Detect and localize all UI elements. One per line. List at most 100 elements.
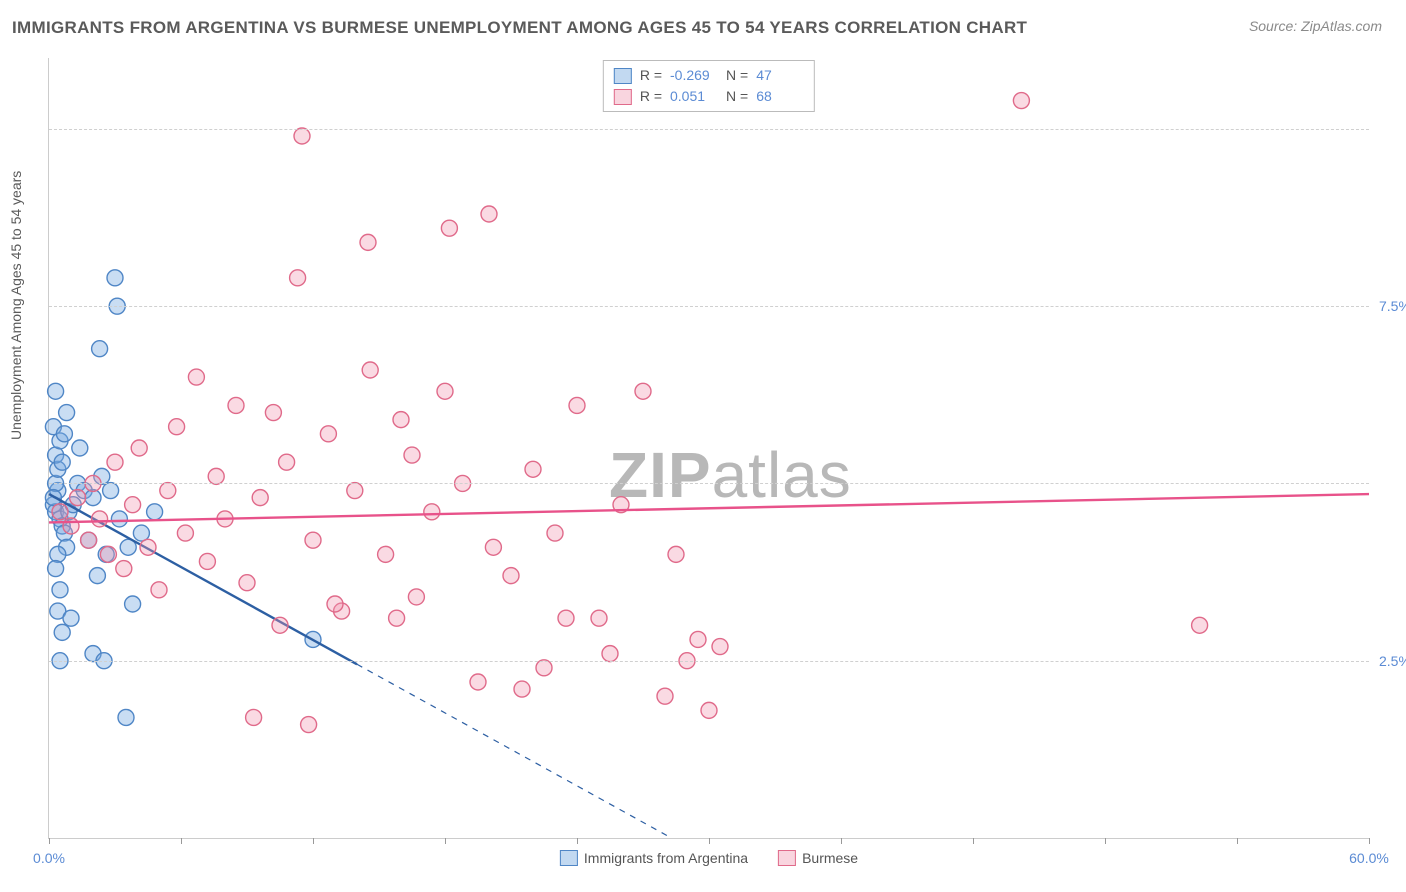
scatter-point <box>360 234 376 250</box>
source-label: Source: ZipAtlas.com <box>1249 18 1382 34</box>
scatter-point <box>246 709 262 725</box>
scatter-point <box>558 610 574 626</box>
scatter-point <box>272 617 288 633</box>
scatter-point <box>111 511 127 527</box>
scatter-point <box>424 504 440 520</box>
scatter-point <box>712 639 728 655</box>
y-axis-label: Unemployment Among Ages 45 to 54 years <box>8 171 24 440</box>
scatter-point <box>50 546 66 562</box>
scatter-point <box>536 660 552 676</box>
scatter-point <box>362 362 378 378</box>
plot-area: ZIPatlas R = -0.269 N = 47 R = 0.051 N =… <box>48 58 1369 839</box>
x-tick-mark <box>1105 838 1106 844</box>
scatter-point <box>70 490 86 506</box>
legend-label-series1: Immigrants from Argentina <box>584 850 748 866</box>
x-tick-mark <box>313 838 314 844</box>
r-value-series2: 0.051 <box>670 86 718 107</box>
scatter-point <box>635 383 651 399</box>
scatter-point <box>569 397 585 413</box>
scatter-point <box>100 546 116 562</box>
scatter-point <box>378 546 394 562</box>
x-tick-mark <box>181 838 182 844</box>
swatch-pink-icon <box>614 89 632 105</box>
scatter-point <box>131 440 147 456</box>
scatter-point <box>485 539 501 555</box>
r-label: R = <box>640 65 662 86</box>
scatter-point <box>125 596 141 612</box>
scatter-point <box>591 610 607 626</box>
scatter-point <box>199 553 215 569</box>
scatter-point <box>160 483 176 499</box>
scatter-point <box>481 206 497 222</box>
scatter-point <box>301 717 317 733</box>
scatter-point <box>408 589 424 605</box>
trend-line-dashed <box>357 664 669 837</box>
scatter-point <box>118 709 134 725</box>
scatter-point <box>327 596 343 612</box>
legend-label-series2: Burmese <box>802 850 858 866</box>
gridline <box>49 306 1369 307</box>
swatch-pink-icon <box>778 850 796 866</box>
scatter-point <box>668 546 684 562</box>
scatter-point <box>547 525 563 541</box>
scatter-point <box>404 447 420 463</box>
n-label: N = <box>726 65 748 86</box>
x-tick-mark <box>577 838 578 844</box>
stat-row-series2: R = 0.051 N = 68 <box>614 86 804 107</box>
chart-svg <box>49 58 1369 838</box>
scatter-point <box>1192 617 1208 633</box>
scatter-point <box>393 412 409 428</box>
scatter-point <box>239 575 255 591</box>
scatter-point <box>1013 93 1029 109</box>
x-tick-label: 0.0% <box>33 850 65 866</box>
scatter-point <box>89 568 105 584</box>
scatter-point <box>52 582 68 598</box>
scatter-point <box>279 454 295 470</box>
y-tick-label: 7.5% <box>1379 298 1406 314</box>
legend-item-series2: Burmese <box>778 850 858 866</box>
scatter-point <box>701 702 717 718</box>
scatter-point <box>56 426 72 442</box>
gridline <box>49 661 1369 662</box>
swatch-blue-icon <box>560 850 578 866</box>
scatter-point <box>52 504 68 520</box>
scatter-point <box>389 610 405 626</box>
scatter-point <box>503 568 519 584</box>
scatter-point <box>140 539 156 555</box>
scatter-point <box>441 220 457 236</box>
scatter-point <box>252 490 268 506</box>
scatter-point <box>54 454 70 470</box>
r-label: R = <box>640 86 662 107</box>
scatter-point <box>602 646 618 662</box>
scatter-point <box>59 405 75 421</box>
r-value-series1: -0.269 <box>670 65 718 86</box>
x-tick-mark <box>1369 838 1370 844</box>
scatter-point <box>103 483 119 499</box>
x-tick-mark <box>973 838 974 844</box>
scatter-point <box>305 532 321 548</box>
scatter-point <box>81 532 97 548</box>
scatter-point <box>92 341 108 357</box>
scatter-point <box>470 674 486 690</box>
scatter-point <box>147 504 163 520</box>
chart-title: IMMIGRANTS FROM ARGENTINA VS BURMESE UNE… <box>12 18 1027 38</box>
x-tick-mark <box>1237 838 1238 844</box>
scatter-point <box>657 688 673 704</box>
scatter-point <box>54 624 70 640</box>
scatter-point <box>265 405 281 421</box>
scatter-point <box>294 128 310 144</box>
x-tick-label: 60.0% <box>1349 850 1389 866</box>
scatter-point <box>228 397 244 413</box>
n-value-series1: 47 <box>756 65 804 86</box>
scatter-point <box>188 369 204 385</box>
scatter-point <box>125 497 141 513</box>
trend-line <box>49 494 1369 522</box>
gridline <box>49 129 1369 130</box>
scatter-point <box>63 610 79 626</box>
scatter-point <box>48 561 64 577</box>
scatter-point <box>690 631 706 647</box>
scatter-point <box>92 511 108 527</box>
scatter-point <box>48 383 64 399</box>
x-tick-mark <box>445 838 446 844</box>
scatter-point <box>177 525 193 541</box>
